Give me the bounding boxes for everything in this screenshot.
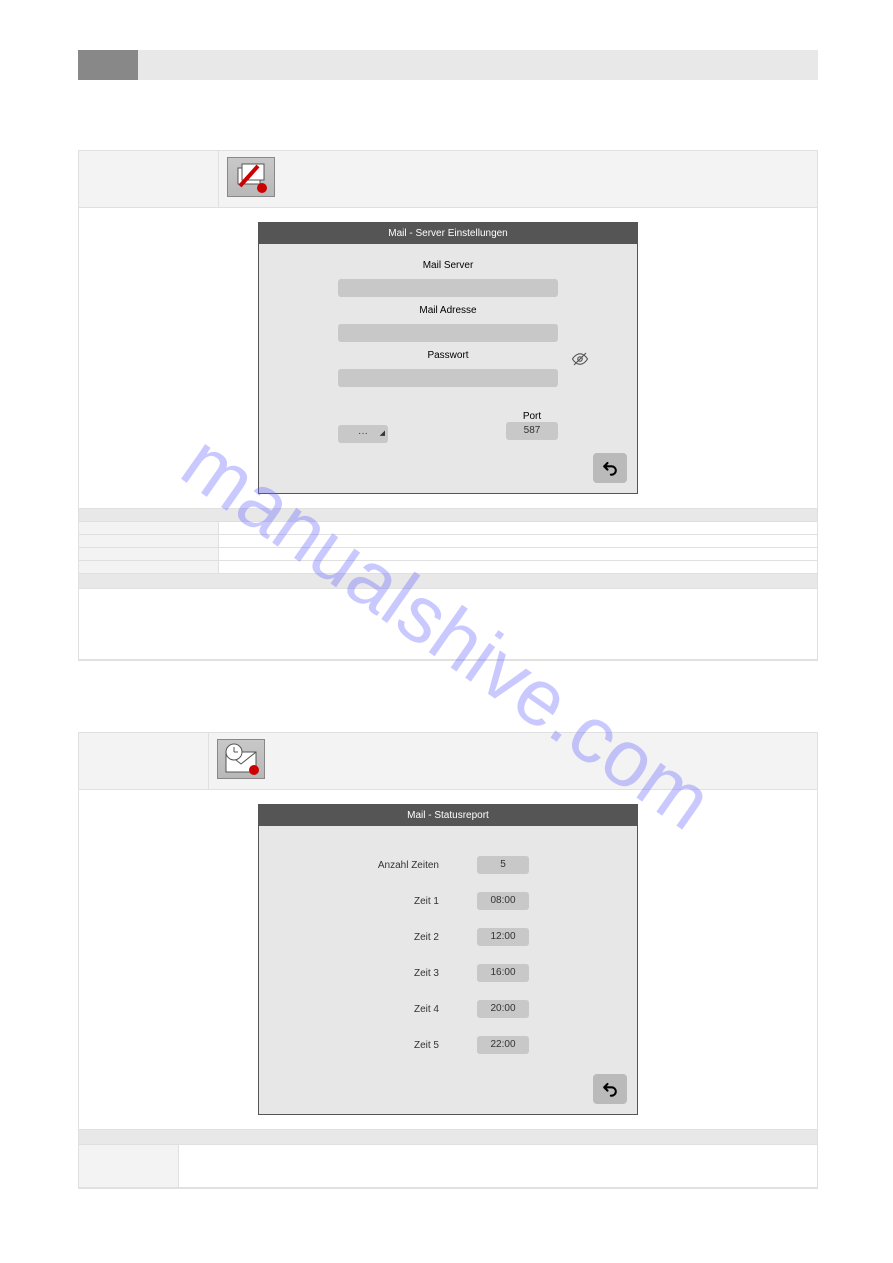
- grey-divider-1: [79, 509, 817, 522]
- count-value[interactable]: 5: [477, 856, 529, 874]
- screenshot-row: Mail - Server Einstellungen Mail Server …: [79, 208, 817, 509]
- mail-status-icon: [217, 739, 265, 779]
- time-value-1[interactable]: 08:00: [477, 892, 529, 910]
- screenshot-row-2: Mail - Statusreport Anzahl Zeiten 5 Zeit…: [79, 790, 817, 1130]
- time-value-4[interactable]: 20:00: [477, 1000, 529, 1018]
- time-value-5[interactable]: 22:00: [477, 1036, 529, 1054]
- mail-server-section: Mail - Server Einstellungen Mail Server …: [78, 150, 818, 661]
- icon-label-cell-2: [79, 733, 209, 789]
- time-label-1: Zeit 1: [367, 896, 439, 907]
- icon-label-cell: [79, 151, 219, 207]
- back-button-2[interactable]: [593, 1074, 627, 1104]
- page-header-bar: [78, 50, 818, 80]
- mail-status-panel: Mail - Statusreport Anzahl Zeiten 5 Zeit…: [258, 804, 638, 1115]
- time-label-2: Zeit 2: [367, 932, 439, 943]
- mail-server-label: Mail Server: [423, 260, 474, 271]
- back-button[interactable]: [593, 453, 627, 483]
- port-input[interactable]: 587: [506, 422, 558, 440]
- icon-row-2: [79, 733, 817, 790]
- mail-server-panel: Mail - Server Einstellungen Mail Server …: [258, 222, 638, 494]
- icon-row: [79, 151, 817, 208]
- icon-cell: [219, 151, 283, 207]
- mail-settings-icon: [227, 157, 275, 197]
- mail-server-input[interactable]: [338, 279, 558, 297]
- more-button[interactable]: ··· ◢: [338, 425, 388, 443]
- grey-divider-2: [79, 574, 817, 589]
- mail-address-label: Mail Adresse: [419, 305, 476, 316]
- table-row: [79, 522, 817, 535]
- note-row-2: [79, 1145, 817, 1188]
- table-row: [79, 535, 817, 548]
- mail-address-input[interactable]: [338, 324, 558, 342]
- count-label: Anzahl Zeiten: [367, 860, 439, 871]
- time-value-2[interactable]: 12:00: [477, 928, 529, 946]
- panel1-title: Mail - Server Einstellungen: [259, 223, 637, 244]
- port-label: Port: [506, 411, 558, 422]
- note-row: [79, 589, 817, 660]
- table-row: [79, 561, 817, 574]
- time-value-3[interactable]: 16:00: [477, 964, 529, 982]
- dots-label: ···: [358, 428, 368, 439]
- panel2-title: Mail - Statusreport: [259, 805, 637, 826]
- table-row: [79, 548, 817, 561]
- mail-status-section: Mail - Statusreport Anzahl Zeiten 5 Zeit…: [78, 732, 818, 1189]
- header-dark-segment: [78, 50, 138, 80]
- password-input[interactable]: [338, 369, 558, 387]
- grey-divider-3: [79, 1130, 817, 1145]
- password-visibility-icon[interactable]: [571, 350, 589, 371]
- time-label-5: Zeit 5: [367, 1040, 439, 1051]
- password-label: Passwort: [427, 350, 468, 361]
- time-label-3: Zeit 3: [367, 968, 439, 979]
- icon-cell-2: [209, 733, 273, 789]
- time-label-4: Zeit 4: [367, 1004, 439, 1015]
